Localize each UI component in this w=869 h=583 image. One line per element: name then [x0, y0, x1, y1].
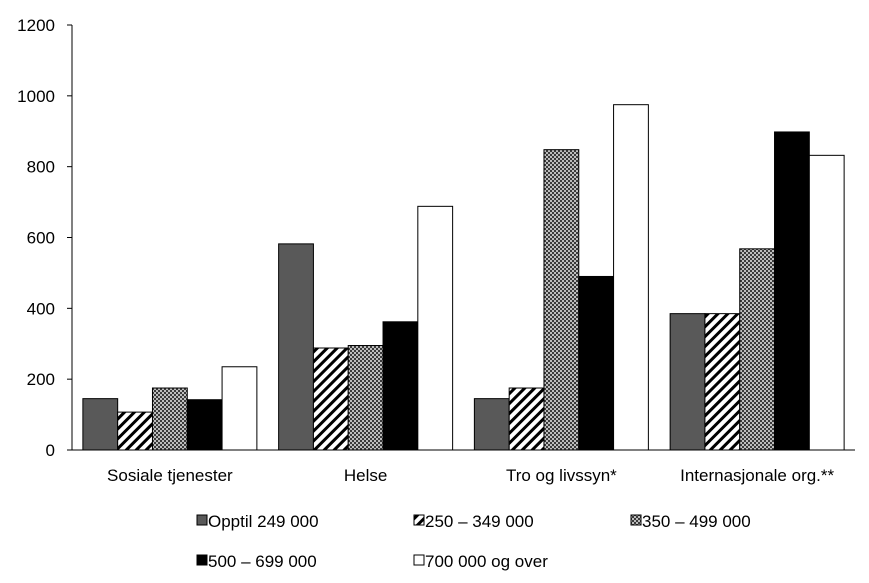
legend-swatch — [196, 554, 208, 566]
x-category-label: Sosiale tjenester — [107, 466, 233, 485]
legend-swatch — [413, 554, 425, 566]
bar — [774, 131, 810, 451]
bar — [739, 248, 776, 451]
legend-swatch — [413, 514, 425, 526]
y-tick-label: 0 — [46, 441, 55, 460]
bar — [186, 399, 223, 451]
bar — [473, 398, 510, 451]
legend-label: 250 – 349 000 — [425, 512, 534, 531]
legend-swatch — [196, 514, 208, 526]
bar — [669, 313, 706, 451]
bar — [508, 387, 545, 451]
legend-label: 500 – 699 000 — [208, 552, 317, 571]
y-tick-label: 1000 — [17, 87, 55, 106]
bar — [278, 243, 314, 451]
legend-label: 350 – 499 000 — [642, 512, 751, 531]
bar — [151, 387, 188, 451]
bar — [808, 154, 845, 451]
legend: Opptil 249 000 250 – 349 000 350 – 499 000… — [196, 512, 751, 571]
x-category-label: Helse — [344, 466, 387, 485]
legend-label: Opptil 249 000 — [208, 512, 319, 531]
bars — [82, 104, 845, 451]
y-tick-label: 800 — [27, 158, 55, 177]
x-category-label: Internasjonale org.** — [680, 466, 834, 485]
y-tick-label: 1200 — [17, 16, 55, 35]
legend-label: 700 000 og over — [425, 552, 548, 571]
bar — [543, 149, 580, 451]
bar — [578, 275, 615, 451]
bar — [82, 398, 119, 451]
y-tick-label: 400 — [27, 299, 55, 318]
y-axis: 0 200 400 600 800 1000 1200 — [17, 16, 73, 460]
bar — [221, 366, 258, 451]
bar — [417, 205, 454, 451]
y-tick-label: 600 — [27, 229, 55, 248]
legend-swatch — [630, 514, 642, 526]
bar — [613, 104, 649, 451]
bar — [382, 321, 419, 451]
y-tick-label: 200 — [27, 370, 55, 389]
bar — [347, 345, 384, 451]
bar — [704, 313, 741, 451]
x-category-label: Tro og livssyn* — [506, 466, 617, 485]
x-axis: Sosiale tjenester Helse Tro og livssyn* Int… — [72, 449, 855, 485]
bar — [312, 347, 349, 451]
bar — [117, 411, 153, 451]
